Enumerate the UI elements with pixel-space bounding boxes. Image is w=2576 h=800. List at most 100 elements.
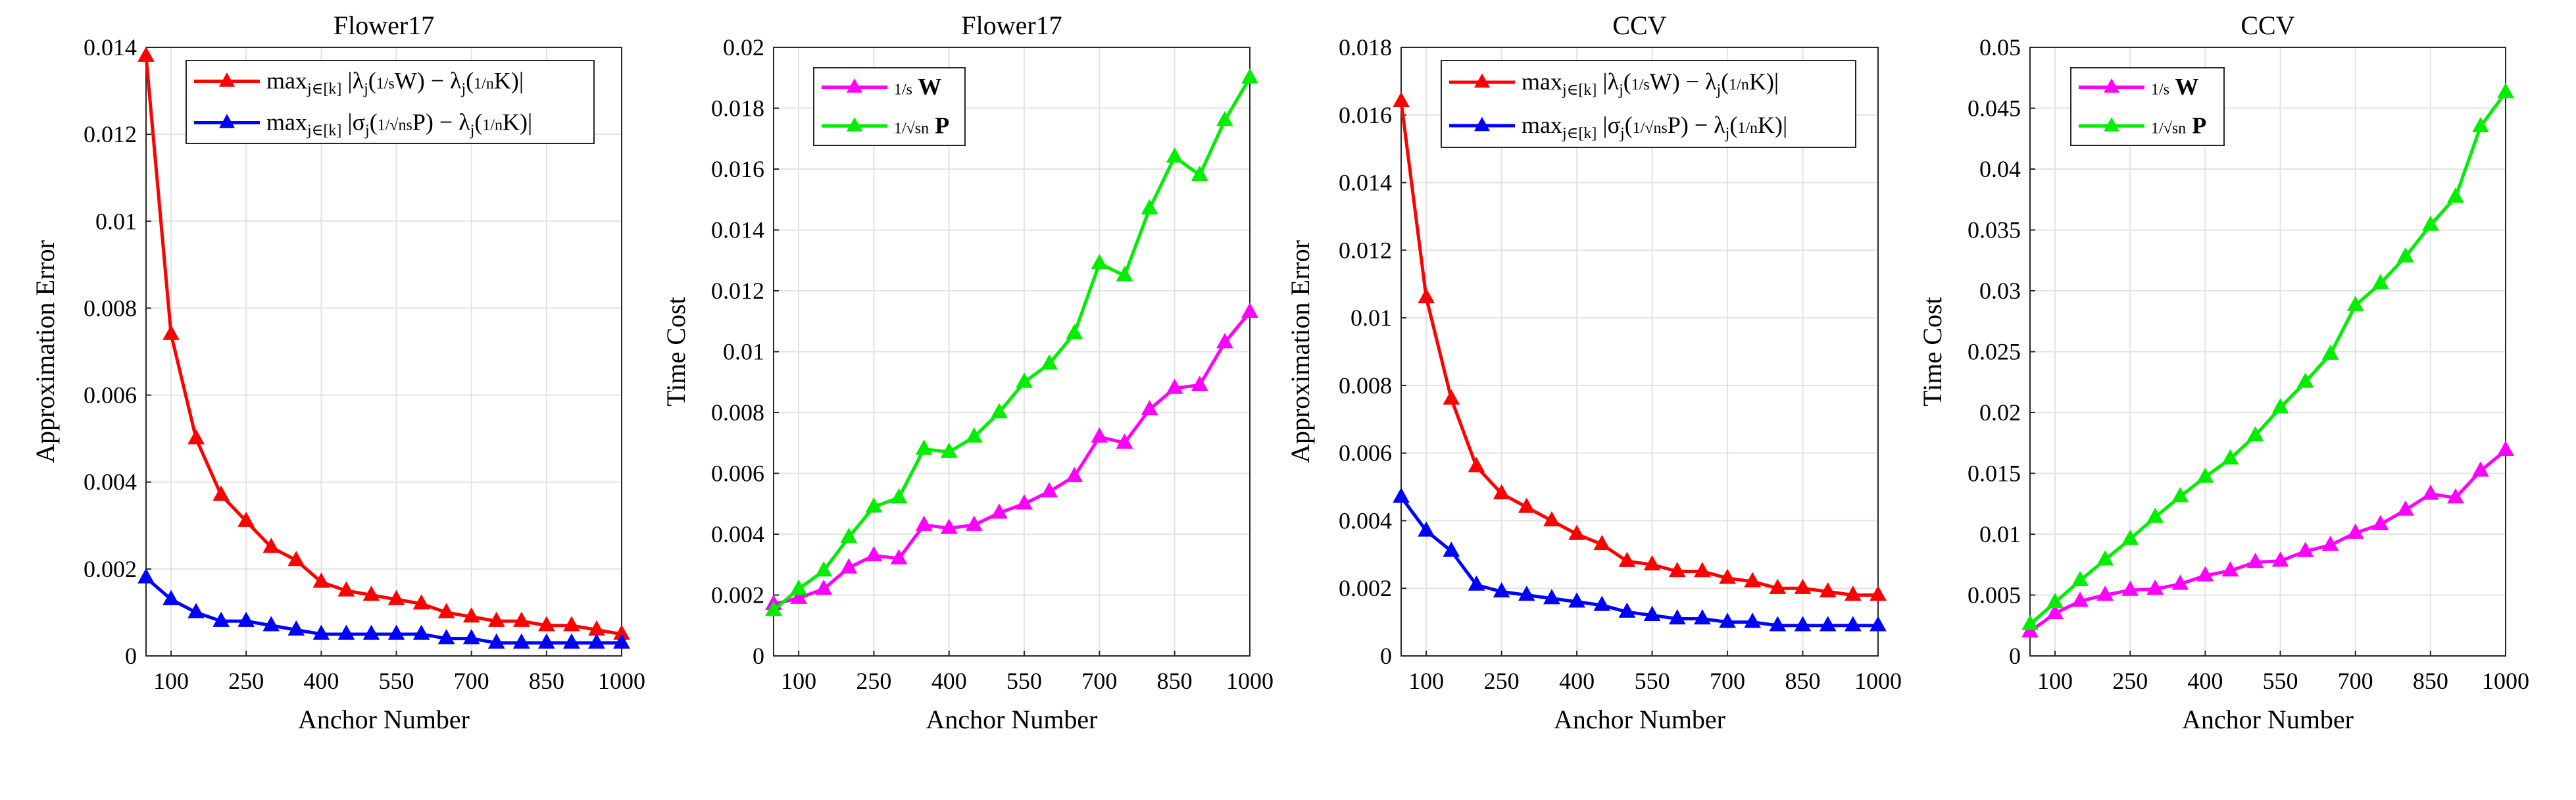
x-tick-label: 700 (1710, 668, 1745, 694)
data-point (337, 624, 355, 640)
data-point (2021, 614, 2039, 630)
chart-panel-1: 100 250 400 550 700 850 1000 0 0.002 0.004 0.006 0.… (30, 11, 645, 734)
y-tick-label: 0.004 (84, 469, 137, 495)
data-point (1769, 616, 1787, 632)
series-1 (1393, 91, 1887, 601)
data-point (362, 624, 380, 640)
y-tick-label: 0.02 (723, 34, 764, 61)
axes-box (1400, 47, 1879, 657)
series-2 (765, 68, 1258, 616)
data-point (2146, 579, 2164, 595)
x-tick-label: 1000 (1854, 668, 1902, 694)
legend: maxj∈[k] |λj(1/sW) − λj(1/nK)| maxj∈[k] |… (186, 60, 595, 144)
y-tick-label: 0.008 (711, 399, 764, 426)
x-tick-label: 850 (529, 668, 564, 694)
x-tick-label: 250 (228, 668, 264, 694)
data-point (2271, 551, 2289, 567)
data-point (2421, 215, 2439, 231)
x-tick-label: 250 (2112, 668, 2148, 694)
x-tick-label: 1000 (2482, 668, 2529, 694)
y-tick-label: 0 (753, 643, 764, 669)
data-point (1643, 605, 1661, 622)
y-tick-label: 0.002 (84, 556, 137, 582)
x-tick-label: 550 (1635, 668, 1670, 694)
x-tick-label: 700 (1081, 668, 1117, 694)
data-point (2497, 83, 2514, 99)
data-point (287, 551, 305, 566)
data-point (915, 515, 933, 531)
legend-label: maxj∈[k] |σj(1/√nsP) − λj(1/nK)| (1522, 112, 1787, 142)
series-line (772, 76, 1252, 612)
data-point (1191, 375, 1208, 391)
data-point (2071, 570, 2089, 587)
data-point (940, 518, 958, 534)
data-point (1870, 616, 1887, 632)
data-point (2371, 514, 2389, 530)
x-tick-label: 550 (2263, 668, 2298, 694)
data-point (1518, 497, 1535, 513)
data-point (337, 581, 355, 597)
y-tick-label: 0.015 (1968, 461, 2021, 487)
y-tick-label: 0.004 (711, 521, 764, 547)
chart-panel-4: 100 250 400 550 700 850 1000 0 0.005 0.01 0.015 0.0… (1918, 11, 2529, 734)
data-point (1694, 609, 1711, 625)
data-point (2196, 566, 2214, 582)
data-point (1166, 147, 1183, 163)
data-point (890, 549, 908, 564)
legend-box (186, 60, 595, 144)
x-axis-label: Anchor Number (926, 705, 1097, 734)
data-point (1393, 488, 1410, 503)
y-tick-label: 0.006 (1339, 440, 1392, 466)
data-point (2046, 593, 2064, 609)
y-tick-label: 0.01 (1979, 521, 2021, 547)
data-point (2171, 487, 2189, 503)
data-point (2296, 541, 2314, 557)
data-point (1543, 589, 1560, 605)
y-tick-label: 0 (2009, 643, 2021, 669)
legend-label: maxj∈[k] |σj(1/√nsP) − λj(1/nK)| (266, 109, 532, 139)
legend-swatch-marker (2104, 117, 2119, 132)
data-point (965, 515, 983, 531)
y-tick-label: 0.006 (84, 382, 137, 409)
data-point (790, 588, 807, 604)
data-point (512, 611, 530, 627)
data-point (588, 633, 605, 649)
y-tick-label: 0.04 (1979, 156, 2021, 182)
data-point (890, 488, 908, 504)
data-point (2421, 484, 2439, 500)
data-point (815, 561, 833, 577)
chart-title: Flower17 (334, 11, 434, 40)
data-point (1141, 399, 1158, 416)
data-point (187, 429, 205, 445)
data-point (1744, 612, 1762, 628)
x-tick-label: 550 (379, 668, 414, 694)
chart-title: Flower17 (961, 11, 1062, 40)
data-point (2447, 188, 2464, 203)
data-point (237, 511, 255, 527)
chart-title: CCV (1612, 11, 1666, 40)
y-tick-label: 0.03 (1979, 278, 2021, 304)
legend-swatch-marker (219, 114, 235, 128)
legend-label: 1/√sn P (2151, 113, 2206, 139)
x-axis-label: Anchor Number (2182, 705, 2354, 734)
data-point (212, 611, 230, 627)
data-point (2321, 536, 2339, 551)
data-point (613, 633, 630, 649)
y-axis-label: Time Cost (1918, 297, 1947, 406)
x-tick-label: 850 (2413, 668, 2448, 694)
data-point (815, 579, 833, 595)
data-point (840, 558, 858, 574)
legend-swatch-marker (1474, 73, 1490, 88)
data-point (487, 611, 505, 627)
data-point (2396, 247, 2414, 262)
data-point (2046, 603, 2064, 619)
plot-area (146, 47, 622, 656)
data-point (1468, 457, 1485, 472)
legend-swatch-marker (2104, 78, 2119, 93)
y-tick-label: 0.01 (723, 339, 764, 365)
y-tick-label: 0.014 (711, 217, 764, 243)
data-point (1844, 586, 1862, 601)
data-point (1443, 541, 1460, 557)
data-point (1241, 302, 1258, 318)
data-point (137, 568, 155, 584)
